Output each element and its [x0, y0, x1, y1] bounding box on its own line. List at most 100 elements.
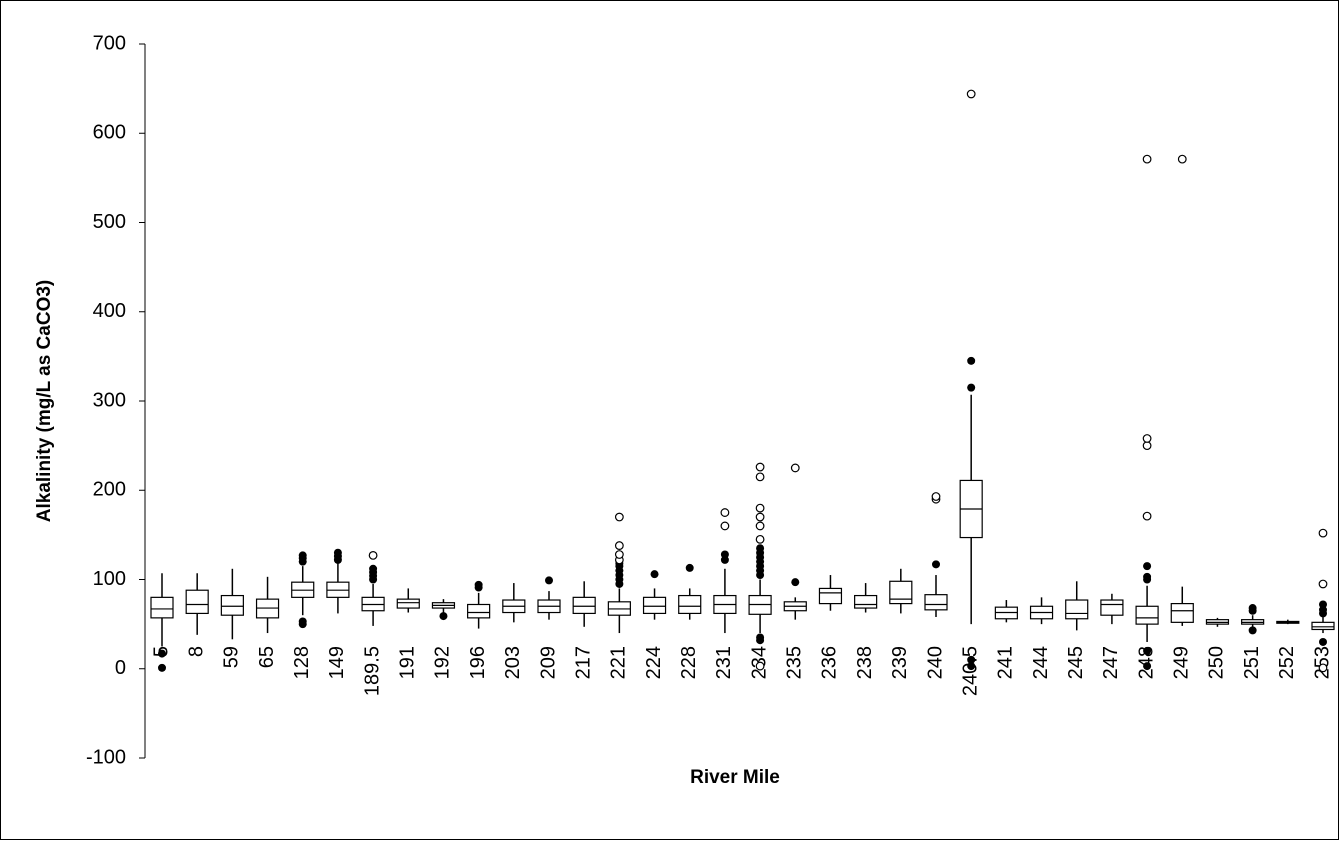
extreme	[1142, 441, 1152, 451]
x-tick-label: 196	[467, 646, 489, 679]
box	[1065, 599, 1089, 620]
extreme	[755, 462, 765, 472]
extreme	[755, 472, 765, 482]
x-tick-label: 238	[854, 646, 876, 679]
y-tick-label: 400	[93, 300, 126, 322]
x-tick-label: 244	[1030, 646, 1052, 679]
outlier	[1248, 604, 1257, 613]
outlier	[1143, 562, 1152, 571]
x-tick-label: 128	[291, 646, 313, 679]
x-tick-label: 249	[1171, 646, 1193, 679]
outlier	[720, 550, 729, 559]
extreme	[614, 541, 624, 550]
x-tick-label: 245	[1065, 646, 1087, 679]
x-tick-label: 236	[819, 646, 841, 679]
outlier	[369, 564, 378, 573]
extreme	[614, 512, 624, 522]
extreme	[1142, 511, 1152, 521]
outlier	[1319, 600, 1327, 609]
outlier	[439, 612, 448, 621]
x-tick-label: 149	[326, 646, 348, 679]
box	[889, 580, 913, 605]
box	[924, 594, 948, 611]
x-tick-label: 59	[221, 646, 243, 668]
outlier	[158, 649, 166, 658]
x-axis-title: River Mile	[690, 767, 780, 788]
extreme	[720, 521, 730, 531]
outlier	[756, 544, 765, 553]
extreme	[755, 521, 765, 531]
box	[1100, 599, 1124, 616]
outlier	[967, 662, 976, 671]
y-tick-label: 700	[93, 32, 126, 54]
x-tick-label: 224	[643, 646, 665, 679]
extreme	[1318, 663, 1328, 673]
x-tick-label: 65	[256, 646, 278, 668]
y-axis-title: Alkalinity (mg/L as CaCO3)	[34, 280, 55, 523]
box	[572, 596, 596, 615]
x-tick-label: 192	[432, 646, 454, 679]
outlier	[650, 570, 659, 579]
box	[1135, 605, 1159, 625]
outlier	[791, 578, 800, 587]
outlier	[967, 383, 976, 392]
extreme	[720, 508, 730, 517]
y-tick-label: 600	[93, 122, 126, 144]
x-tick-label: 221	[608, 646, 630, 679]
outlier	[1143, 646, 1152, 655]
outlier	[932, 560, 940, 569]
x-tick-label: 203	[502, 646, 524, 679]
box	[678, 594, 702, 615]
extreme	[614, 550, 624, 559]
outlier	[298, 617, 307, 626]
box	[220, 594, 244, 616]
y-tick-label: -100	[86, 746, 126, 768]
x-tick-label: 253	[1311, 646, 1333, 679]
box	[467, 603, 491, 619]
x-tick-label: 239	[889, 646, 911, 679]
outlier	[967, 356, 976, 365]
y-tick-label: 500	[93, 211, 126, 233]
extreme	[1142, 434, 1152, 443]
extreme	[1177, 154, 1187, 164]
box	[818, 587, 843, 605]
outlier	[1143, 572, 1152, 581]
x-tick-label: 251	[1241, 646, 1263, 679]
x-tick-label: 240	[924, 646, 946, 679]
extreme	[931, 492, 941, 501]
x-tick-label: 191	[397, 646, 419, 679]
x-tick-label: 247	[1100, 646, 1122, 679]
box	[642, 596, 667, 615]
box	[1170, 602, 1194, 623]
outlier	[298, 551, 307, 560]
y-tick-label: 200	[93, 479, 126, 501]
x-tick-label: 228	[678, 646, 700, 679]
outlier	[1143, 662, 1152, 671]
outlier	[474, 580, 483, 589]
outlier	[685, 563, 694, 572]
x-tick-label: 189.5	[361, 646, 383, 696]
x-tick-label: 250	[1206, 646, 1228, 679]
x-tick-label: 235	[784, 646, 806, 679]
outlier	[1248, 626, 1257, 635]
extreme	[1318, 579, 1328, 589]
x-tick-label: 240.5	[959, 646, 981, 696]
box	[396, 598, 420, 609]
y-tick-label: 100	[93, 568, 126, 590]
x-tick-label: 217	[572, 646, 594, 679]
box	[150, 596, 174, 619]
extreme	[1318, 528, 1328, 538]
x-tick-label: 209	[537, 646, 559, 679]
extreme	[755, 512, 765, 522]
y-tick-label: 300	[93, 389, 126, 411]
box	[854, 594, 878, 609]
extreme	[790, 463, 800, 473]
extreme	[966, 89, 976, 99]
outlier	[545, 576, 553, 585]
x-tick-label: 241	[995, 646, 1017, 679]
outlier	[333, 548, 342, 557]
extreme	[755, 503, 765, 513]
x-tick-label: 231	[713, 646, 735, 679]
